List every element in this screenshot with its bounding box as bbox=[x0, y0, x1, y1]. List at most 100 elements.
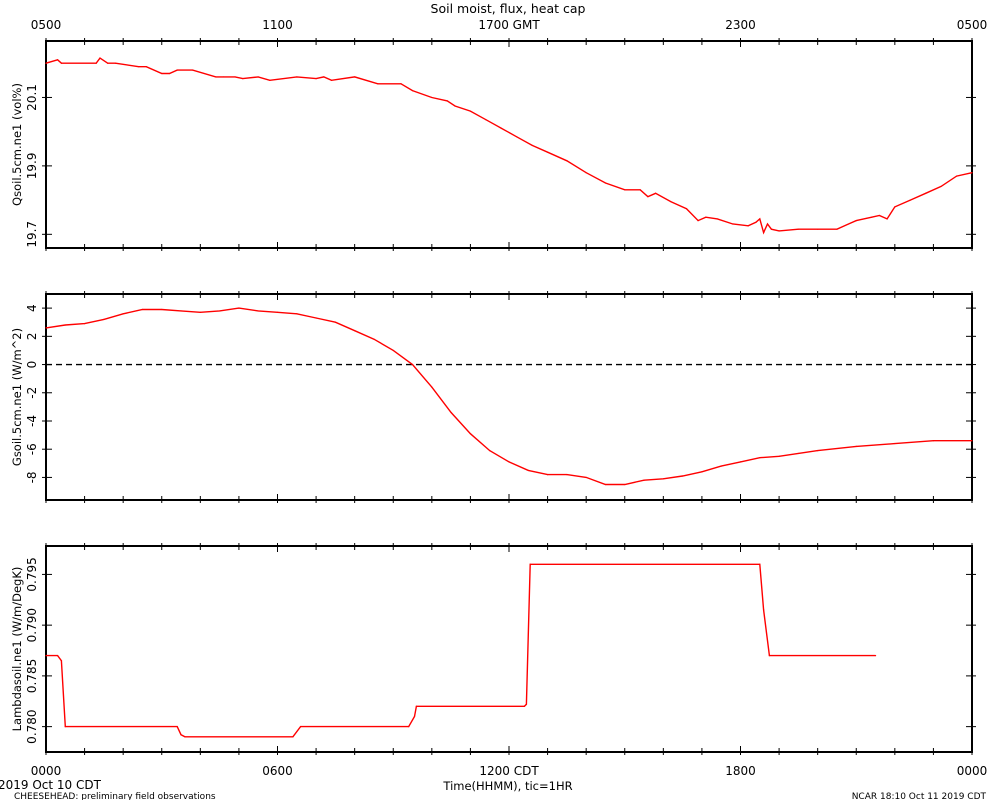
y-tick-label: 0 bbox=[25, 361, 39, 369]
series-line bbox=[46, 563, 876, 738]
data-point bbox=[392, 349, 394, 352]
data-point bbox=[56, 654, 59, 657]
data-point bbox=[257, 310, 259, 312]
y-tick-label: -2 bbox=[25, 387, 39, 399]
data-point bbox=[199, 311, 201, 313]
data-point bbox=[114, 62, 117, 64]
bottom-tick-label: 0000 bbox=[31, 764, 62, 778]
y-axis-label: Lambdasoil.ne1 (W/m/DegK) bbox=[10, 567, 24, 732]
data-point bbox=[932, 440, 935, 442]
data-point bbox=[855, 445, 857, 447]
y-tick-label: 4 bbox=[25, 304, 39, 312]
data-point bbox=[685, 208, 688, 210]
data-point bbox=[242, 78, 244, 80]
data-point bbox=[604, 483, 607, 486]
y-axis-label: Gsoil.5cm.ne1 (W/m^2) bbox=[10, 328, 24, 466]
data-point bbox=[411, 363, 414, 366]
data-point bbox=[215, 76, 217, 78]
data-point bbox=[334, 321, 336, 323]
data-point bbox=[909, 199, 911, 201]
data-point bbox=[400, 83, 402, 85]
data-point bbox=[500, 127, 502, 129]
bottom-tick-label: 1200 CDT bbox=[479, 764, 539, 778]
data-point bbox=[415, 705, 417, 707]
data-point bbox=[168, 72, 171, 75]
data-point bbox=[874, 654, 877, 657]
data-point bbox=[755, 221, 757, 223]
data-point bbox=[766, 223, 769, 225]
data-point bbox=[955, 175, 958, 177]
data-point bbox=[192, 69, 194, 71]
data-point bbox=[759, 457, 761, 459]
data-point bbox=[238, 307, 240, 309]
data-point bbox=[377, 83, 379, 85]
data-point bbox=[778, 455, 780, 457]
y-tick-label: 19.7 bbox=[25, 221, 39, 248]
data-point bbox=[138, 66, 140, 68]
data-point bbox=[450, 411, 452, 414]
y-tick-label: -6 bbox=[25, 443, 39, 455]
data-point bbox=[878, 214, 881, 217]
data-point bbox=[431, 96, 433, 99]
data-point bbox=[99, 57, 101, 59]
bottom-tick-label: 1800 bbox=[725, 764, 756, 778]
top-tick-label: 0500 bbox=[31, 18, 62, 32]
data-point bbox=[122, 313, 124, 315]
data-point bbox=[763, 609, 765, 611]
data-point bbox=[373, 338, 375, 340]
data-point bbox=[64, 324, 66, 326]
y-tick-label: 19.9 bbox=[25, 153, 39, 180]
data-point bbox=[624, 189, 626, 191]
data-point bbox=[257, 76, 259, 78]
data-point bbox=[894, 442, 896, 445]
y-axis-label: Qsoil.5cm.ne1 (vol%) bbox=[10, 83, 24, 206]
data-point bbox=[408, 726, 410, 728]
data-point bbox=[516, 136, 518, 138]
data-point bbox=[971, 440, 973, 442]
data-point bbox=[176, 69, 178, 71]
data-point bbox=[770, 228, 772, 230]
data-point bbox=[759, 563, 761, 565]
y-tick-label: 0.780 bbox=[25, 709, 39, 743]
data-point bbox=[180, 310, 182, 312]
data-point bbox=[354, 330, 356, 332]
data-point bbox=[296, 313, 298, 315]
data-point bbox=[527, 469, 529, 471]
data-point bbox=[894, 206, 896, 208]
data-point bbox=[855, 220, 857, 222]
data-point bbox=[60, 62, 63, 64]
data-point bbox=[531, 144, 533, 146]
data-point bbox=[296, 76, 298, 78]
data-point bbox=[180, 734, 182, 736]
data-point bbox=[768, 654, 771, 657]
data-point bbox=[446, 100, 448, 102]
data-point bbox=[141, 308, 144, 311]
data-point bbox=[546, 151, 549, 153]
data-point bbox=[639, 189, 641, 191]
data-point bbox=[697, 220, 699, 222]
top-tick-label: 1100 bbox=[262, 18, 293, 32]
data-point bbox=[330, 79, 333, 81]
data-point bbox=[585, 172, 587, 174]
data-point bbox=[489, 450, 491, 452]
plot-frame bbox=[45, 545, 973, 753]
data-point bbox=[836, 228, 838, 230]
data-point bbox=[469, 433, 472, 435]
data-point bbox=[45, 62, 47, 64]
data-point bbox=[739, 461, 742, 463]
data-point bbox=[56, 59, 59, 61]
data-point bbox=[269, 79, 271, 81]
top-tick-label: 0500 bbox=[957, 18, 988, 32]
data-point bbox=[720, 465, 722, 467]
data-point bbox=[705, 216, 707, 218]
y-tick-label: 20.1 bbox=[25, 84, 39, 111]
data-point bbox=[45, 654, 47, 657]
data-point bbox=[716, 218, 718, 220]
y-tick-label: 0.790 bbox=[25, 608, 39, 642]
data-point bbox=[763, 232, 765, 234]
top-tick-label: 1700 GMT bbox=[478, 18, 540, 32]
data-point bbox=[431, 386, 433, 388]
